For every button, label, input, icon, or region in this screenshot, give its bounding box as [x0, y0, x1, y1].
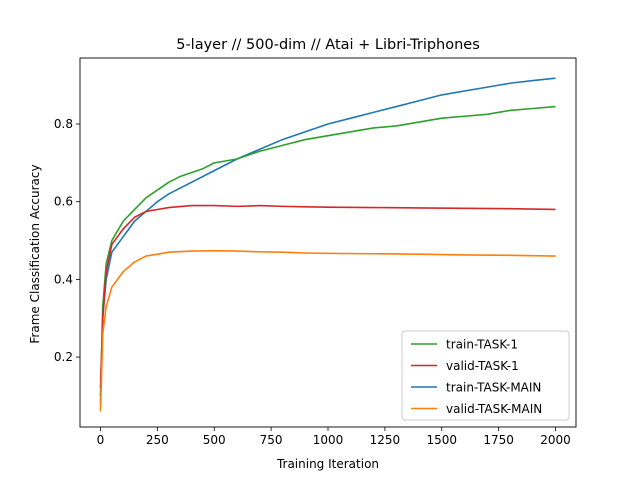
- x-tick-label: 0: [97, 433, 105, 447]
- x-tick-label: 500: [203, 433, 226, 447]
- y-tick-label: 0.2: [54, 350, 73, 364]
- x-axis-ticks: 0 250 500 750 1000 1250 1500 1750 2000: [97, 427, 571, 447]
- y-tick-label: 0.6: [54, 195, 73, 209]
- y-tick-label: 0.8: [54, 117, 73, 131]
- legend-label-valid-TASK-1: valid-TASK-1: [446, 359, 519, 373]
- series-line-train-TASK-1: [99, 105, 556, 396]
- x-tick-label: 250: [146, 433, 169, 447]
- x-tick-label: 1500: [426, 433, 457, 447]
- x-axis-label: Training Iteration: [276, 457, 379, 471]
- x-tick-label: 750: [260, 433, 283, 447]
- y-axis-ticks: 0.2 0.4 0.6 0.8: [54, 117, 80, 364]
- legend-label-train-TASK-1: train-TASK-1: [446, 338, 518, 352]
- series-layer: [99, 77, 556, 412]
- x-tick-label: 1750: [483, 433, 514, 447]
- legend-label-train-TASK-MAIN: train-TASK-MAIN: [446, 381, 541, 395]
- x-tick-label: 1250: [370, 433, 401, 447]
- legend: train-TASK-1 valid-TASK-1 train-TASK-MAIN v…: [401, 330, 570, 421]
- y-tick-label: 0.4: [54, 272, 73, 286]
- series-line-valid-TASK-MAIN: [99, 249, 556, 412]
- x-tick-label: 1000: [313, 433, 344, 447]
- series-line-valid-TASK-1: [99, 204, 556, 389]
- y-axis-label: Frame Classification Accuracy: [28, 164, 42, 343]
- legend-box: [401, 330, 570, 421]
- series-line-train-TASK-MAIN: [99, 77, 556, 404]
- chart-title: 5-layer // 500-dim // Atai + Libri-Triph…: [176, 37, 480, 53]
- legend-label-valid-TASK-MAIN: valid-TASK-MAIN: [446, 402, 542, 416]
- x-tick-label: 2000: [540, 433, 571, 447]
